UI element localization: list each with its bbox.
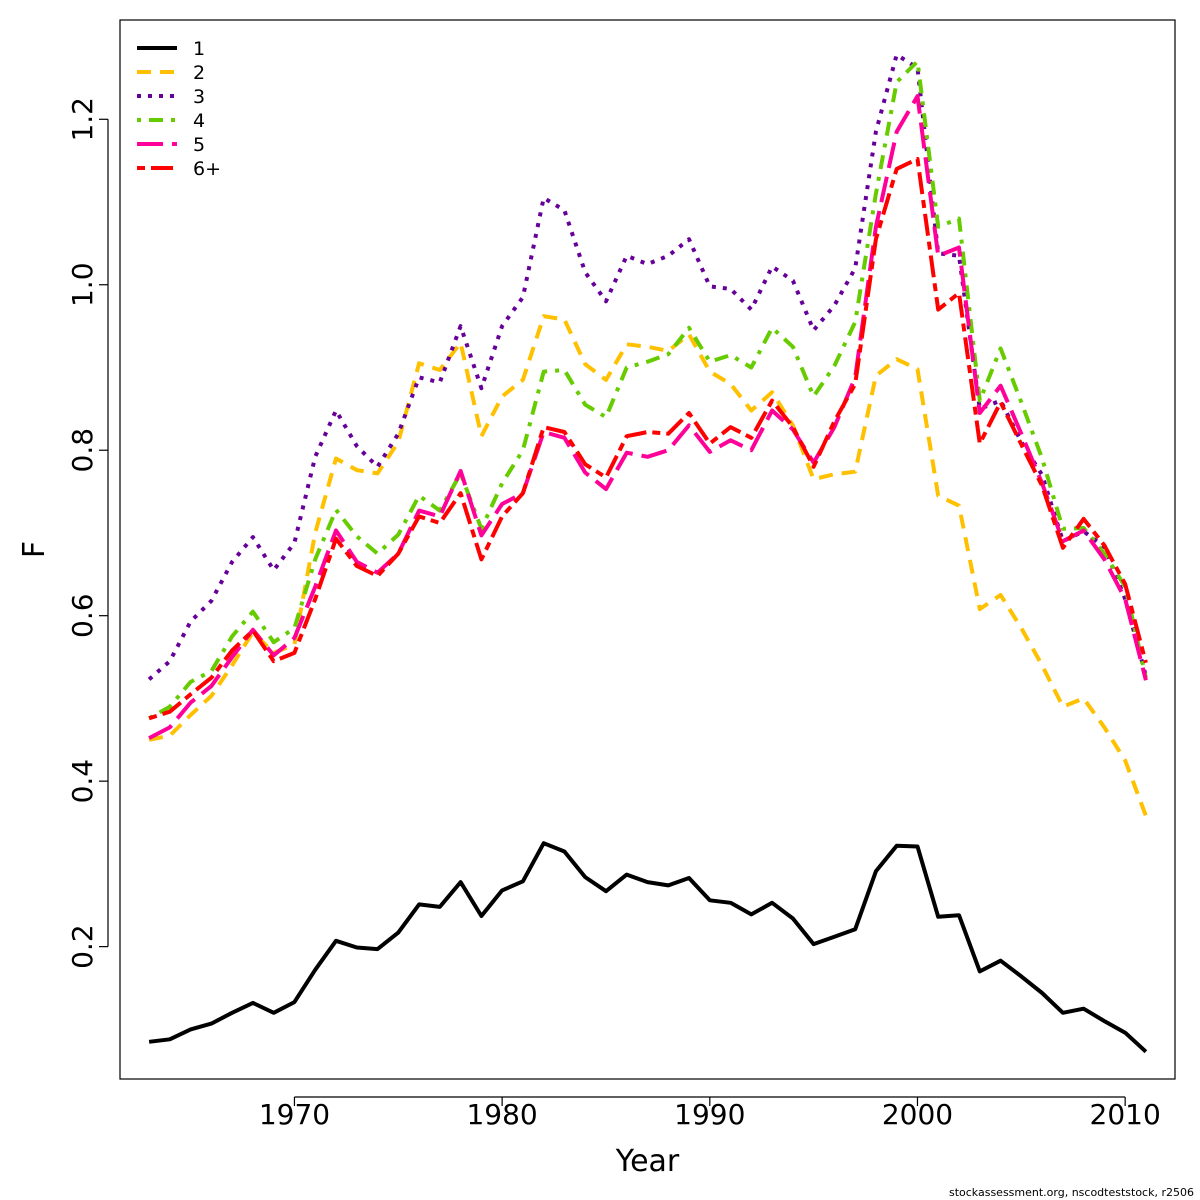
legend-label: 1 bbox=[193, 38, 205, 60]
legend-label: 3 bbox=[193, 86, 205, 108]
y-tick-label: 0.6 bbox=[66, 593, 99, 638]
x-tick-label: 2010 bbox=[1090, 1098, 1161, 1131]
legend-label: 6+ bbox=[193, 158, 221, 180]
x-tick-label: 1980 bbox=[466, 1098, 537, 1131]
y-tick-label: 1.2 bbox=[66, 97, 99, 142]
series-layer bbox=[147, 52, 1148, 1054]
x-axis: 1970 1980 1990 2000 2010 bbox=[259, 1096, 1161, 1131]
x-tick-label: 1970 bbox=[259, 1098, 330, 1131]
legend-label: 2 bbox=[193, 62, 205, 84]
x-tick-label: 2000 bbox=[882, 1098, 953, 1131]
plot-frame bbox=[119, 19, 1176, 1080]
y-tick-label: 0.8 bbox=[66, 428, 99, 473]
y-tick-label: 0.2 bbox=[66, 924, 99, 969]
series-line-4 bbox=[148, 59, 1148, 721]
x-tick-label: 1990 bbox=[674, 1098, 745, 1131]
y-axis-title: F bbox=[17, 541, 52, 558]
y-tick-label: 1.0 bbox=[66, 262, 99, 307]
x-axis-title: Year bbox=[615, 1144, 680, 1179]
y-axis: 0.2 0.4 0.6 0.8 1.0 1.2 bbox=[66, 97, 109, 969]
y-tick-label: 0.4 bbox=[66, 759, 99, 804]
series-line-6 bbox=[148, 157, 1148, 721]
series-line-1 bbox=[148, 841, 1148, 1054]
legend-label: 4 bbox=[193, 110, 205, 132]
series-line-2 bbox=[148, 314, 1148, 817]
series-line-5 bbox=[148, 94, 1148, 740]
footer-credit: stockassessment.org, nscodteststock, r25… bbox=[949, 1186, 1194, 1199]
legend-label: 5 bbox=[193, 134, 205, 156]
